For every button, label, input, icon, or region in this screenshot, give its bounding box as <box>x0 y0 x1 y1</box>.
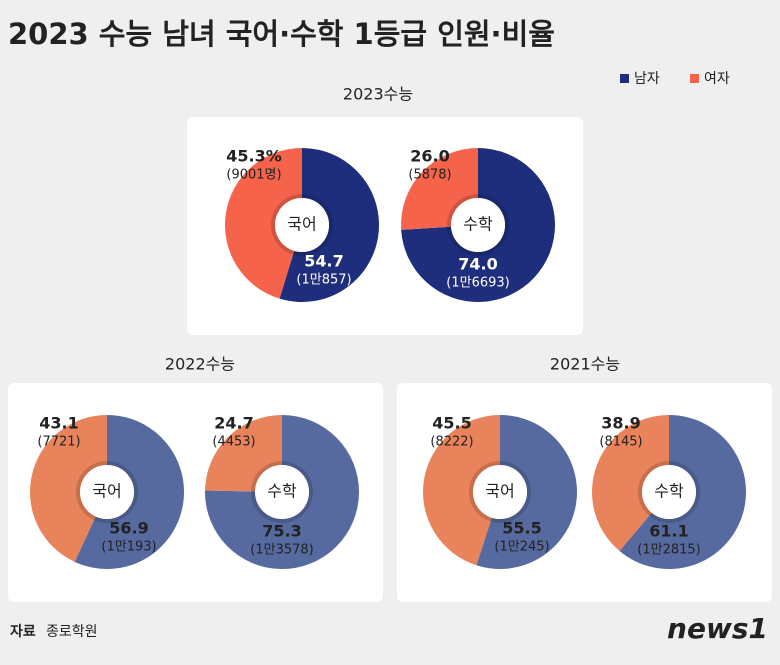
value-label: 55.5 <box>502 519 541 538</box>
donut-slice <box>205 415 282 492</box>
value-label: 26.0 <box>410 147 449 166</box>
value-label: 38.9 <box>601 414 640 433</box>
legend-label: 남자 <box>634 71 660 87</box>
value-label: 24.7 <box>214 414 253 433</box>
hole <box>275 198 329 252</box>
legend-label: 여자 <box>704 71 730 87</box>
donut-slice <box>423 415 500 566</box>
count-label: (1만245) <box>494 540 549 555</box>
subject-label: 수학 <box>654 482 684 501</box>
value-label: 54.7 <box>304 252 343 271</box>
group-title: 2022수능 <box>165 355 235 374</box>
donut-slice <box>279 148 379 302</box>
value-label: 74.0 <box>458 255 497 274</box>
count-label: (4453) <box>212 435 255 450</box>
value-label: 43.1 <box>39 414 78 433</box>
legend-swatch <box>690 74 699 83</box>
value-label: 45.3% <box>226 147 282 166</box>
donut-slice <box>592 415 669 552</box>
count-label: (1만6693) <box>446 276 509 291</box>
logo: news1 <box>667 612 768 645</box>
value-label: 61.1 <box>649 522 688 541</box>
donut-slice <box>401 148 478 230</box>
hole <box>80 465 134 519</box>
count-label: (8222) <box>430 435 473 450</box>
value-label: 75.3 <box>262 522 301 541</box>
hole <box>473 465 527 519</box>
source-label: 자료 <box>10 624 36 640</box>
legend-swatch <box>620 74 629 83</box>
source: 종로학원 <box>46 624 98 640</box>
subject-label: 국어 <box>92 482 121 501</box>
count-label: (1만193) <box>101 540 156 555</box>
hole <box>451 198 505 252</box>
donut-slice <box>619 415 746 569</box>
count-label: (1만857) <box>296 273 351 288</box>
count-label: (9001명) <box>226 168 281 183</box>
subject-label: 수학 <box>267 482 297 501</box>
value-label: 56.9 <box>109 519 148 538</box>
page-title: 2023 수능 남녀 국어·수학 1등급 인원·비율 <box>8 17 555 51</box>
hole <box>255 465 309 519</box>
count-label: (1만3578) <box>250 543 313 558</box>
hole <box>642 465 696 519</box>
count-label: (5878) <box>408 168 451 183</box>
subject-label: 수학 <box>463 215 493 234</box>
donut-slice <box>476 415 578 569</box>
donut-slice <box>204 415 359 569</box>
value-label: 45.5 <box>432 414 471 433</box>
count-label: (1만2815) <box>637 543 700 558</box>
donut-slice <box>30 415 107 562</box>
donut-slice <box>401 148 555 302</box>
subject-label: 국어 <box>287 215 316 234</box>
group-title: 2021수능 <box>550 355 620 374</box>
subject-label: 국어 <box>485 482 514 501</box>
donut-slice <box>74 415 185 569</box>
count-label: (8145) <box>599 435 642 450</box>
count-label: (7721) <box>37 435 80 450</box>
donut-slice <box>224 148 302 299</box>
group-title: 2023수능 <box>343 85 413 104</box>
